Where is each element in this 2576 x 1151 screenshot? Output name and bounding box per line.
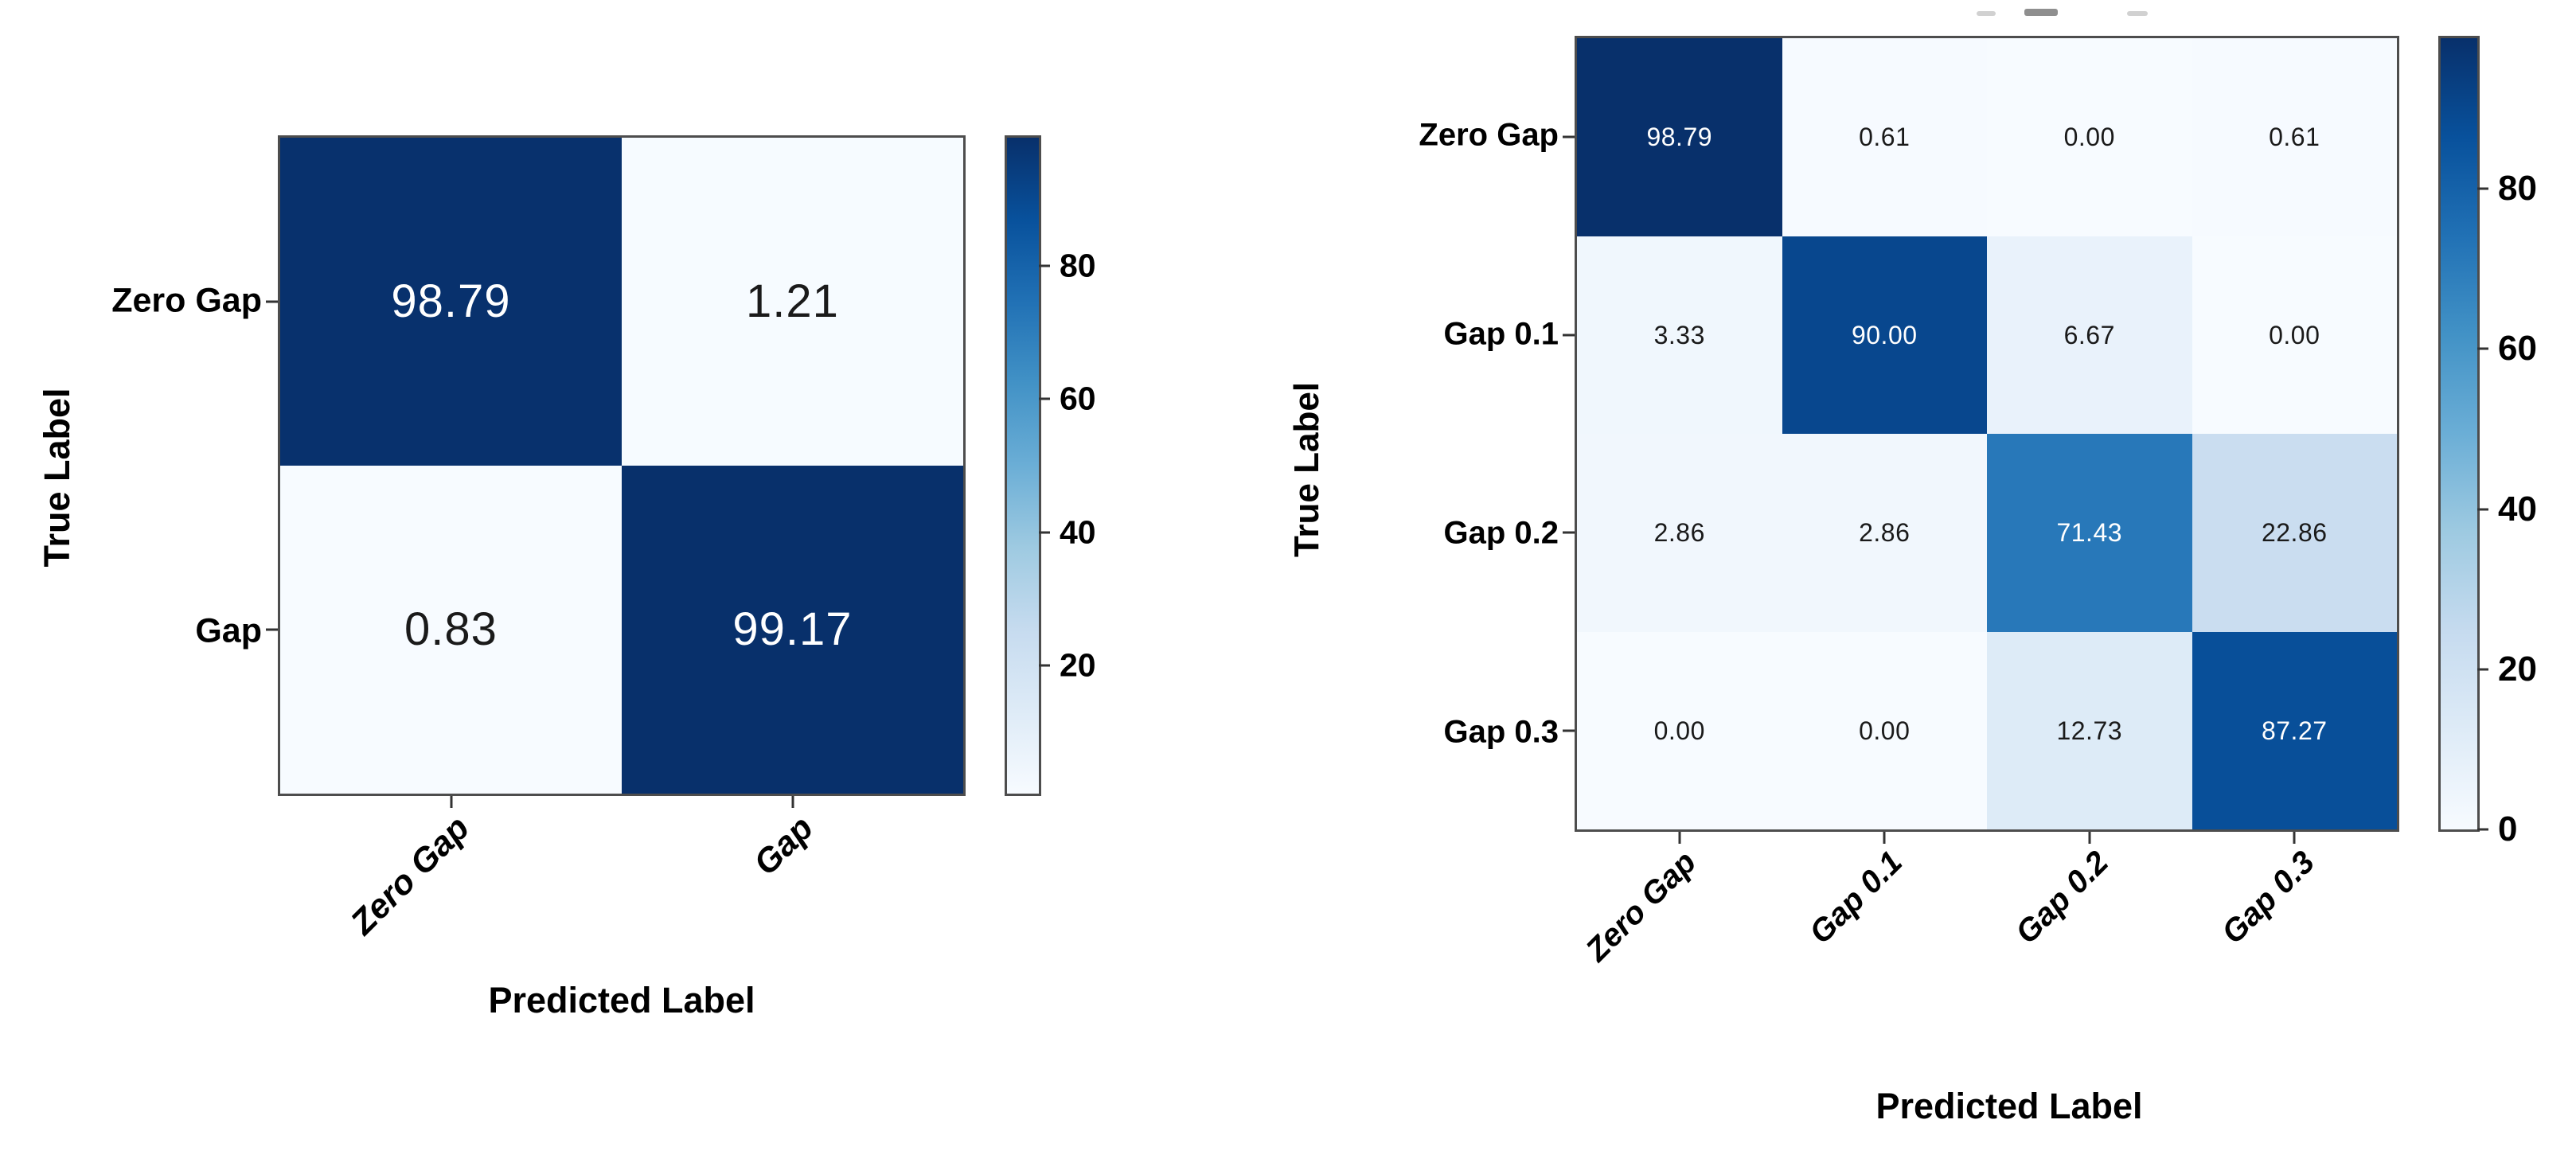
x-tick-mark (1678, 832, 1681, 844)
heatmap-cell: 22.86 (2192, 434, 2397, 632)
heatmap-cell: 0.00 (1782, 631, 1987, 829)
heatmap-cell: 0.61 (1782, 38, 1987, 236)
heatmap-cell: 2.86 (1782, 434, 1987, 632)
colorbar-tick-label: 40 (2498, 489, 2537, 529)
heatmap-cell: 0.61 (2192, 38, 2397, 236)
heatmap-grid-left: 98.79 1.21 0.83 99.17 (266, 135, 966, 808)
heatmap-cell: 98.79 (280, 138, 622, 466)
x-tick-label: Zero Gap (1579, 845, 1703, 969)
y-tick-mark (266, 628, 278, 631)
heatmap-cell: 0.00 (1577, 631, 1782, 829)
colorbar-tick-mark (2477, 828, 2488, 831)
cropped-text-artifact (2024, 9, 2058, 16)
cropped-text-artifact (2127, 11, 2148, 16)
heatmap-cell: 1.21 (622, 138, 963, 466)
x-tick-mark (791, 796, 794, 808)
y-tick-label: Zero Gap (111, 281, 262, 319)
colorbar-gradient (1007, 138, 1039, 794)
colorbar-tick-label: 20 (1060, 646, 1096, 684)
x-tick-labels-right: Zero Gap Gap 0.1 Gap 0.2 Gap 0.3 (1575, 832, 2399, 1047)
y-tick-mark (266, 300, 278, 303)
colorbar-tick-label: 60 (1060, 380, 1096, 417)
heatmap-cell: 98.79 (1577, 38, 1782, 236)
colorbar-tick-label: 80 (2498, 169, 2537, 209)
heatmap-cell: 6.67 (1987, 236, 2192, 434)
y-tick-label: Gap 0.3 (1443, 714, 1559, 750)
heatmap-cell: 2.86 (1577, 434, 1782, 632)
colorbar-tick-mark (2477, 508, 2488, 511)
colorbar-tick-label: 0 (2498, 810, 2518, 849)
x-tick-labels-left: Zero Gap Gap (278, 796, 966, 995)
heatmap-cell: 0.00 (2192, 236, 2397, 434)
y-axis-title-left: True Label (37, 388, 77, 568)
y-axis-title-right: True Label (1287, 381, 1326, 558)
colorbar-tick-mark (2477, 187, 2488, 190)
y-tick-mark (1563, 334, 1575, 337)
colorbar-tick-mark (2477, 668, 2488, 671)
y-tick-mark (1563, 729, 1575, 732)
y-tick-label: Zero Gap (1419, 117, 1559, 153)
colorbar-tick-mark (2477, 347, 2488, 350)
heatmap-grid-right: 98.79 0.61 0.00 0.61 3.33 90.00 6.67 0.00 2.86 2.… (1563, 36, 2399, 844)
x-tick-label: Gap 0.1 (1802, 845, 1909, 951)
y-tick-labels-left: Zero Gap Gap (0, 135, 262, 796)
colorbar-tick-mark (1039, 397, 1050, 400)
x-tick-label: Gap (746, 809, 821, 884)
heatmap-cell: 87.27 (2192, 631, 2397, 829)
x-axis-title-right: Predicted Label (1875, 1086, 2143, 1126)
x-axis-title-left: Predicted Label (488, 980, 755, 1020)
colorbar-tick-label: 20 (2498, 649, 2537, 689)
colorbar-tick-label: 40 (1060, 513, 1096, 551)
heatmap-cell: 0.00 (1987, 38, 2192, 236)
colorbar-tick-mark (1039, 264, 1050, 267)
x-tick-label: Zero Gap (343, 809, 477, 942)
colorbar-tick-label: 80 (1060, 247, 1096, 284)
heatmap-cell: 0.83 (280, 466, 622, 794)
heatmap-cell: 12.73 (1987, 631, 2192, 829)
y-tick-label: Gap (195, 611, 262, 650)
heatmap-cell: 99.17 (622, 466, 963, 794)
x-tick-mark (2293, 832, 2296, 844)
colorbar-tick-mark (1039, 664, 1050, 667)
x-tick-label: Gap 0.3 (2215, 845, 2321, 951)
x-tick-mark (1883, 832, 1886, 844)
heatmap-cell: 3.33 (1577, 236, 1782, 434)
x-tick-mark (450, 796, 452, 808)
y-tick-labels-right: Zero Gap Gap 0.1 Gap 0.2 Gap 0.3 (1240, 36, 1559, 832)
y-tick-mark (1563, 135, 1575, 139)
cropped-text-artifact (1977, 11, 1996, 16)
y-tick-label: Gap 0.1 (1443, 316, 1559, 352)
colorbar-gradient (2441, 38, 2477, 829)
x-tick-label: Gap 0.2 (2008, 845, 2115, 951)
heatmap-cell: 90.00 (1782, 236, 1987, 434)
colorbar-right: 0 20 40 60 80 (2438, 36, 2537, 849)
y-tick-mark (1563, 531, 1575, 534)
colorbar-tick-label: 60 (2498, 329, 2537, 369)
colorbar-left: 20 40 60 80 (1005, 135, 1096, 796)
x-tick-mark (2088, 832, 2091, 844)
y-tick-label: Gap 0.2 (1443, 515, 1559, 551)
colorbar-tick-mark (1039, 531, 1050, 534)
heatmap-cell: 71.43 (1987, 434, 2192, 632)
